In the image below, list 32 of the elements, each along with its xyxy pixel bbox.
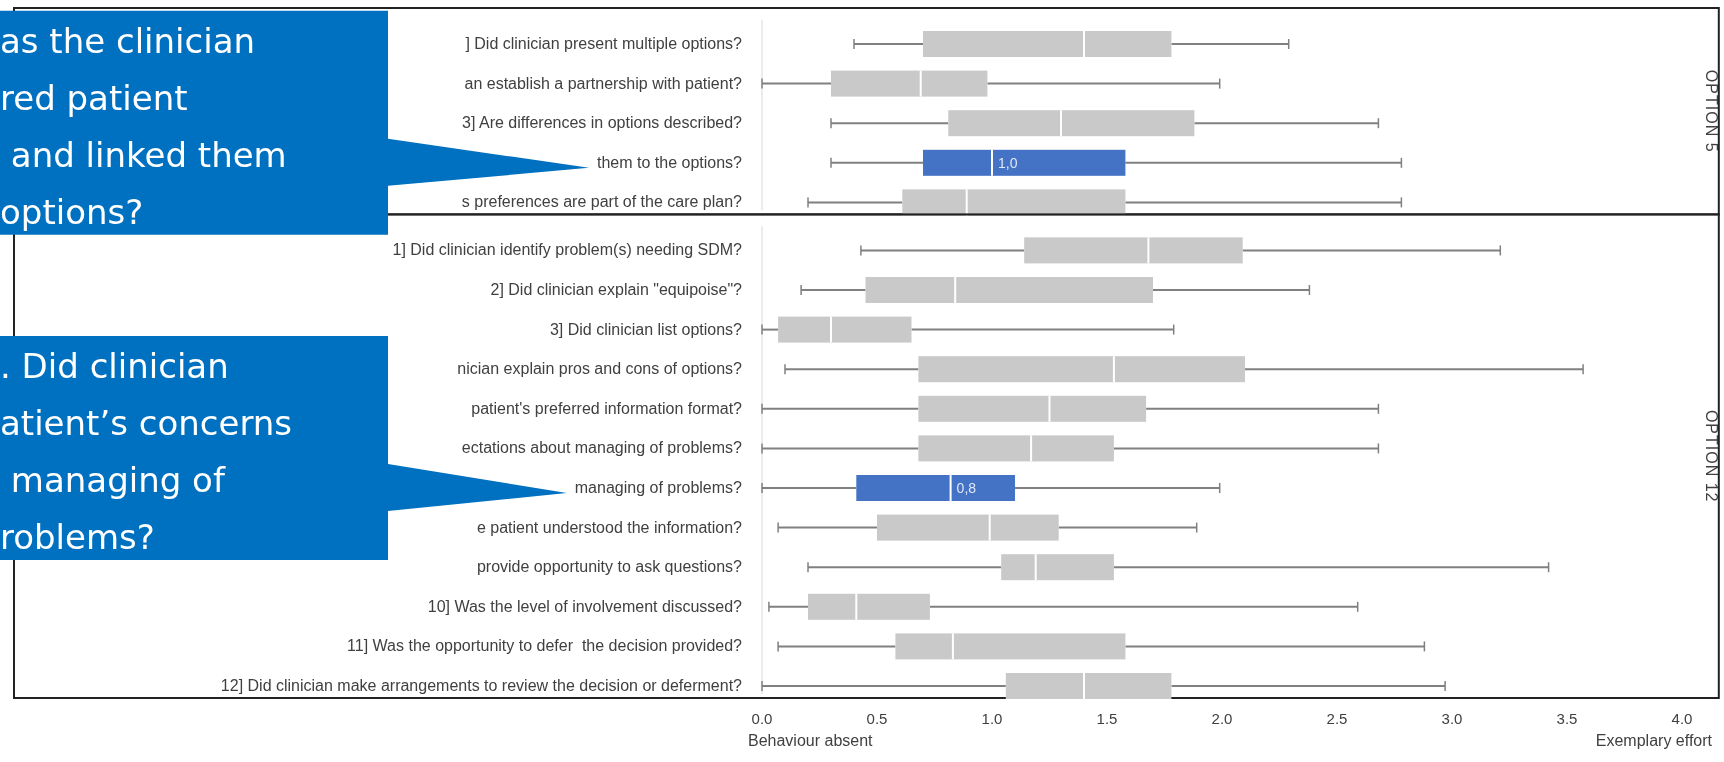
x-tick-label: 3.0 (1441, 710, 1463, 727)
y-tick-label: 12] Did clinician make arrangements to review the decision or deferment? (220, 677, 743, 694)
x-tick-label: 2.0 (1211, 710, 1233, 727)
text: 0,8 (956, 480, 977, 496)
x-tick-label: 1.5 (1096, 710, 1118, 727)
y-tick-label: 2] Did clinician explain "equipoise"? (490, 281, 743, 298)
y-tick-label: 11] Was the opportunity to defer the decision provided? (347, 637, 743, 655)
y-tick-label: ] Did clinician present multiple options? (465, 35, 743, 52)
y-tick-label: an establish a partnership with patient? (464, 74, 743, 92)
y-tick-label: 1] Did clinician identify problem(s) needing SDM? (392, 241, 743, 259)
x-tick-label: 0.5 (866, 710, 888, 727)
y-tick-label: 3] Are differences in options described? (462, 114, 743, 132)
x-tick-label: 4.0 (1671, 710, 1693, 727)
x-tick-label: 3.5 (1556, 710, 1578, 727)
y-tick-label: e patient understood the information? (476, 518, 743, 536)
y-tick-label: patient's preferred information format? (471, 399, 743, 417)
text: OPTION 12 (1703, 409, 1720, 503)
x-tick-label: 1.0 (981, 710, 1003, 727)
y-tick-label: 10] Was the level of involvement discussed? (427, 597, 743, 615)
y-tick-label: provide opportunity to ask questions? (476, 558, 743, 576)
y-tick-label: 3] Did clinician list options? (549, 320, 743, 338)
y-tick-label: s preferences are part of the care plan? (461, 193, 743, 211)
text: 1,0 (998, 154, 1018, 171)
y-tick-label: ectations about managing of problems? (461, 439, 743, 457)
y-tick-label: managing of problems? (574, 479, 743, 496)
text: OPTION 5 (1703, 69, 1720, 153)
y-tick-label: them to the options? (597, 153, 743, 171)
x-tick-label: 0.0 (751, 710, 773, 727)
y-tick-label: nician explain pros and cons of options? (457, 360, 743, 378)
text: Behaviour absent (748, 732, 874, 749)
text: Exemplary effort (1595, 732, 1713, 749)
x-tick-label: 2.5 (1326, 710, 1348, 727)
